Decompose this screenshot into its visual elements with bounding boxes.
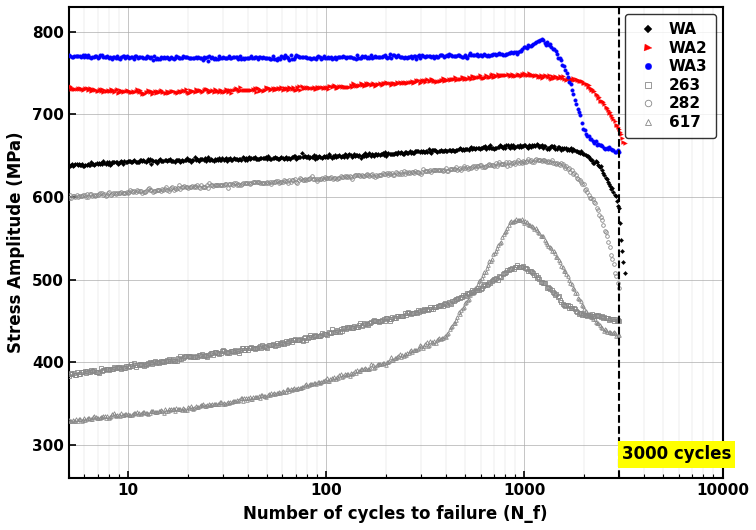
- WA2: [520, 69, 529, 76]
- WA: [620, 270, 629, 276]
- WA3: [461, 54, 470, 60]
- 282: [531, 156, 541, 162]
- 263: [374, 319, 383, 325]
- WA2: [395, 79, 404, 85]
- WA: [365, 150, 374, 156]
- 263: [125, 363, 135, 369]
- 282: [64, 195, 73, 201]
- 263: [615, 317, 624, 324]
- 282: [517, 160, 526, 166]
- X-axis label: Number of cycles to failure (N_f): Number of cycles to failure (N_f): [243, 505, 548, 523]
- WA: [332, 154, 341, 160]
- Line: WA2: WA2: [67, 70, 627, 145]
- 282: [336, 173, 345, 180]
- 617: [156, 407, 166, 413]
- Line: 263: 263: [67, 263, 621, 378]
- Line: WA3: WA3: [67, 38, 621, 154]
- Text: 3000 cycles: 3000 cycles: [622, 445, 731, 463]
- 263: [463, 290, 472, 297]
- 263: [593, 313, 602, 319]
- 617: [206, 402, 215, 409]
- Y-axis label: Stress Amplitude (MPa): Stress Amplitude (MPa): [7, 132, 25, 354]
- WA3: [64, 52, 73, 58]
- Line: WA: WA: [67, 143, 626, 275]
- WA2: [620, 139, 629, 146]
- 263: [156, 358, 166, 364]
- WA: [328, 153, 337, 160]
- WA3: [282, 54, 291, 60]
- WA2: [64, 84, 73, 90]
- Line: 282: 282: [67, 157, 621, 290]
- WA3: [130, 53, 139, 59]
- Line: 617: 617: [67, 218, 621, 423]
- 263: [513, 261, 522, 268]
- 617: [615, 332, 624, 338]
- WA3: [411, 52, 420, 59]
- WA3: [464, 52, 473, 58]
- 282: [82, 191, 91, 198]
- WA3: [243, 55, 253, 61]
- WA3: [538, 37, 547, 43]
- 263: [607, 316, 616, 322]
- Legend: WA, WA2, WA3, 263, 282, 617: WA, WA2, WA3, 263, 282, 617: [625, 14, 716, 138]
- WA: [395, 150, 404, 156]
- WA: [532, 141, 541, 147]
- 282: [248, 179, 257, 186]
- 617: [245, 394, 254, 400]
- 263: [64, 373, 73, 379]
- 282: [615, 285, 624, 292]
- WA2: [521, 72, 530, 78]
- WA2: [608, 114, 617, 121]
- 617: [70, 418, 79, 424]
- WA: [608, 186, 617, 192]
- 617: [86, 416, 95, 422]
- 617: [500, 229, 510, 235]
- WA2: [365, 81, 374, 87]
- WA: [520, 142, 529, 148]
- 617: [168, 406, 177, 412]
- 617: [517, 216, 526, 223]
- WA: [64, 162, 73, 169]
- 282: [592, 205, 601, 211]
- 617: [64, 417, 73, 423]
- WA3: [615, 149, 624, 155]
- WA2: [332, 85, 341, 92]
- 282: [310, 176, 319, 183]
- WA2: [328, 83, 337, 89]
